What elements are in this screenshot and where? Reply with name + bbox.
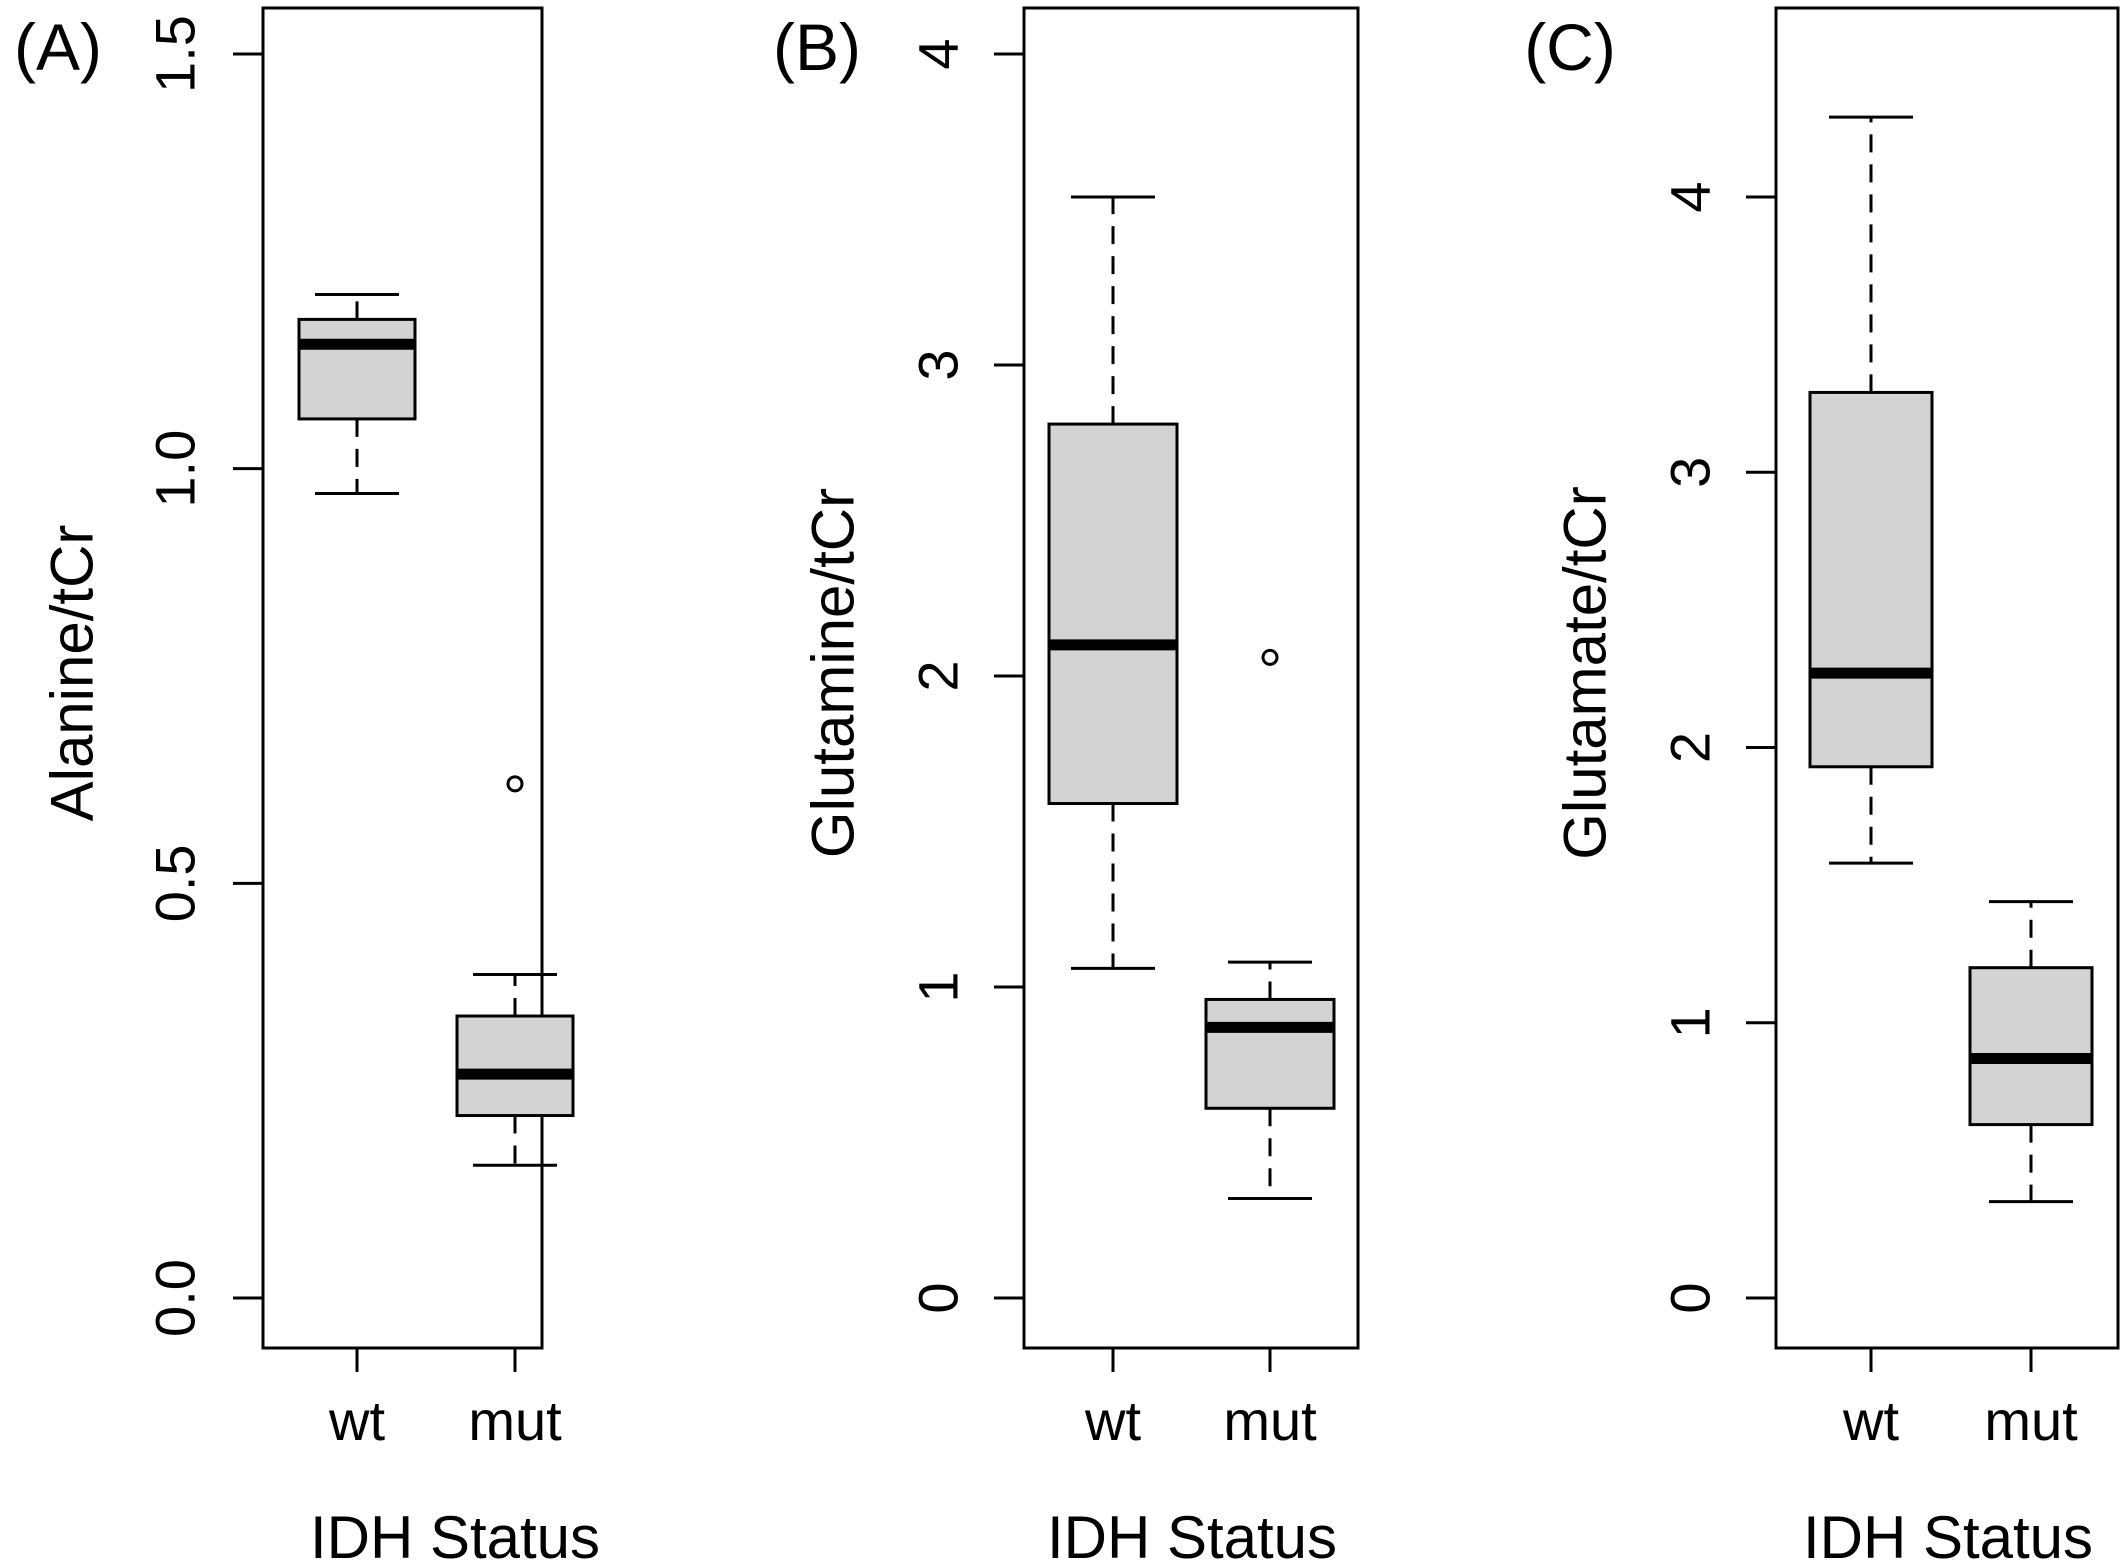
y-axis-label: Alanine/tCr: [39, 525, 106, 822]
y-tick-label: 3: [1659, 457, 1722, 488]
chart-panel-a: 0.0 0.5 1.0 1.5 wt mut Alanine/tCr IDH Status (A…: [14, 6, 600, 1567]
box-body: [297, 317, 417, 421]
box-wt: [1047, 195, 1179, 970]
x-axis-label: IDH Status: [310, 1504, 600, 1567]
y-axis-label: Glutamate/tCr: [1552, 486, 1619, 859]
y-tick-label: 0.0: [144, 1259, 207, 1337]
chart-panel-b: 0 1 2 3 4 wt mut Glutamine/tCr IDH Status (B): [773, 6, 1360, 1567]
box-body: [1808, 390, 1934, 769]
outlier-point: [506, 775, 524, 793]
y-tick-label: 0: [1659, 1282, 1722, 1313]
outlier-point: [1261, 648, 1279, 666]
y-tick-label: 4: [1659, 181, 1722, 212]
y-tick-label: 4: [907, 38, 970, 69]
x-tick-label: mut: [1223, 1389, 1317, 1452]
box-body: [1968, 966, 2094, 1127]
x-tick-label: mut: [468, 1389, 562, 1452]
plot-frame: [261, 6, 544, 1350]
y-axis-label: Glutamine/tCr: [800, 488, 867, 858]
y-tick-label: 2: [907, 660, 970, 691]
box-mut: [1204, 648, 1336, 1200]
y-tick-label: 0.5: [144, 844, 207, 922]
x-tick-label: wt: [328, 1389, 385, 1452]
panel-label: (C): [1524, 10, 1616, 84]
box-body: [455, 1014, 575, 1118]
box-mut: [1968, 900, 2094, 1204]
x-tick-label: wt: [1084, 1389, 1141, 1452]
x-axis-label: IDH Status: [1803, 1504, 2093, 1567]
y-tick-label: 1.0: [144, 430, 207, 508]
panel-label: (B): [773, 10, 861, 84]
box-mut: [455, 775, 575, 1167]
plot-frame: [1774, 6, 2120, 1350]
panel-label: (A): [14, 10, 102, 84]
plot-frame: [1022, 6, 1360, 1350]
y-tick-label: 0: [907, 1282, 970, 1313]
x-tick-label: mut: [1984, 1389, 2078, 1452]
box-wt: [1808, 115, 1934, 865]
y-tick-label: 2: [1659, 732, 1722, 763]
box-body: [1204, 997, 1336, 1110]
y-tick-label: 1: [907, 971, 970, 1002]
chart-panel-c: 0 1 2 3 4 wt mut Glutamate/tCr IDH Status (C): [1524, 6, 2120, 1567]
box-body: [1047, 422, 1179, 806]
y-tick-label: 1: [1659, 1007, 1722, 1038]
y-tick-label: 1.5: [144, 15, 207, 93]
y-tick-label: 3: [907, 349, 970, 380]
x-axis-label: IDH Status: [1047, 1504, 1337, 1567]
x-tick-label: wt: [1842, 1389, 1899, 1452]
box-wt: [297, 293, 417, 496]
